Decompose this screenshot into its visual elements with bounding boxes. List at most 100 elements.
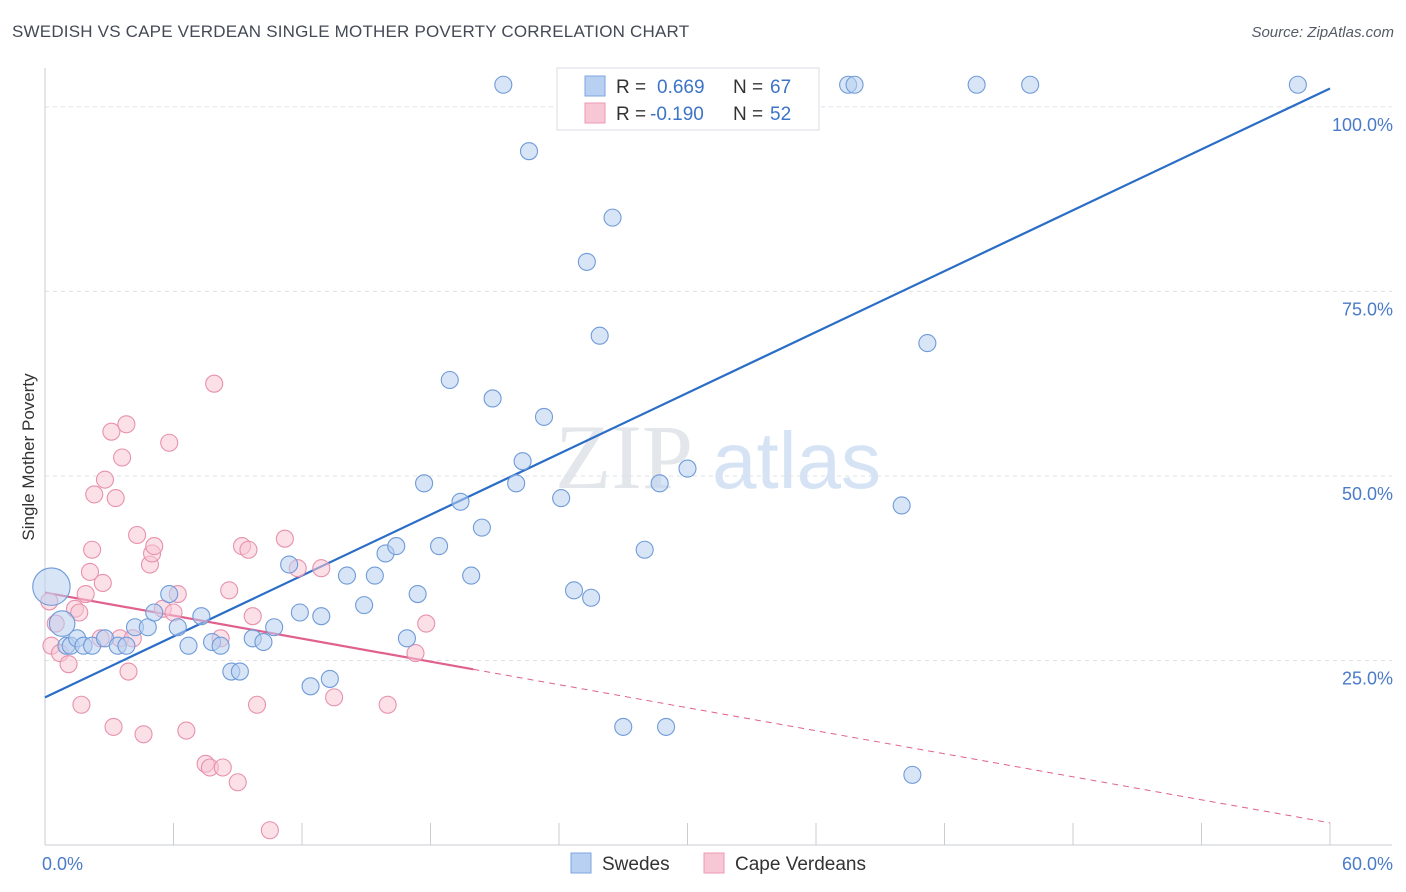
swedes-point [145,603,164,622]
watermark-atlas: atlas [712,416,881,505]
swedes-point [408,584,427,604]
legend-r-label-cape-verdeans: R = [616,104,646,125]
cape-verdeans-point [406,644,425,663]
cape-verdeans-point [177,721,196,740]
legend-r-value-swedes: 0.669 [657,77,705,98]
axis-layer: 25.0% 50.0% 75.0% 100.0% 0.0% 60.0% [42,68,1393,874]
cape-verdeans-point [134,725,153,744]
swedes-point [168,618,187,637]
swedes-point [967,75,986,94]
swedes-point [650,474,669,493]
cape-verdeans-point [117,415,136,434]
swedes-point [312,607,331,626]
legend-top: R = 0.669 N = 67 R = -0.190 N = 52 [556,67,820,131]
cape-verdeans-point [72,695,91,714]
cape-verdeans-point [220,581,239,600]
cape-verdeans-point [239,540,258,559]
y-tick-label: 50.0% [1342,484,1393,504]
legend-r-value-cape-verdeans: -0.190 [650,104,704,125]
bottom-legend-label-cape-verdeans: Cape Verdeans [735,854,866,875]
cape-verdeans-point [275,529,294,548]
cape-verdeans-point [106,489,125,508]
bottom-legend-swatch-swedes [570,852,592,874]
y-axis-label: Single Mother Poverty [19,373,38,541]
swedes-point [918,334,937,353]
grid-layer [45,106,1392,661]
swedes-point [48,610,76,637]
cape-verdeans-point [128,525,147,545]
swedes-point [657,717,676,736]
swedes-point [451,492,470,511]
y-tick-label: 75.0% [1342,299,1393,319]
swedes-point [179,636,198,655]
cape-verdeans-point [205,374,224,393]
cape-verdeans-point [243,607,262,626]
swedes-point [230,662,249,681]
cape-verdeans-point [145,537,164,556]
swedes-point [507,474,526,493]
trend-layer [44,87,1331,824]
swedes-point [280,555,299,574]
cape-verdeans-point [95,470,115,489]
cape-verdeans-point [378,695,397,714]
cape-verdeans-point [417,614,436,633]
swedes-point [472,518,491,537]
swedes-point [320,669,339,688]
cape-verdeans-point [260,821,279,840]
cape-verdeans-point [213,758,232,777]
cape-verdeans-point [113,448,132,467]
cape-verdeans-trend-extension [473,668,1331,824]
legend-bottom: Swedes Cape Verdeans [570,852,866,875]
legend-swatch-swedes [584,75,606,97]
swedes-point [577,252,596,271]
swedes-trend-line [44,87,1331,699]
swedes-point [534,407,554,426]
legend-n-label-swedes: N = [733,77,763,98]
swedes-point [337,566,357,585]
swedes-point [32,567,71,606]
cape-verdeans-point [312,559,331,578]
cape-verdeans-point [76,584,95,604]
y-tick-label: 100.0% [1332,115,1393,135]
swedes-point [519,142,539,161]
swedes-point [397,629,416,648]
watermark-zip: ZIP [555,406,693,508]
swedes-point [192,607,211,626]
swedes-point [117,636,136,655]
cape-verdeans-point [228,773,247,792]
swedes-point [892,496,911,515]
cape-verdeans-point [85,485,104,504]
swedes-point [415,474,434,493]
swedes-point [614,717,633,736]
legend-r-label-swedes: R = [616,77,646,98]
swedes-point [160,584,179,604]
cape-verdeans-point [119,662,138,681]
swedes-point [635,540,654,559]
swedes-point [211,636,230,655]
swedes-point [845,75,864,94]
swedes-point [552,489,571,508]
chart-source: Source: ZipAtlas.com [1251,24,1394,41]
cape-verdeans-point [70,603,89,622]
swedes-point [513,452,532,471]
swedes-point [1021,75,1040,94]
swedes-point [365,566,384,585]
swedes-point [590,326,609,345]
x-tick-label: 0.0% [42,854,83,874]
y-tick-label: 25.0% [1342,668,1393,688]
legend-n-label-cape-verdeans: N = [733,104,763,125]
legend-n-value-swedes: 67 [770,77,791,98]
cape-verdeans-point [160,433,179,452]
cape-verdeans-trend-line [44,591,474,671]
swedes-point [462,566,481,585]
swedes-point [1288,75,1307,94]
legend-swatch-cape-verdeans [584,102,606,124]
x-tick-label: 60.0% [1342,854,1393,874]
chart-title: SWEDISH VS CAPE VERDEAN SINGLE MOTHER PO… [12,22,690,41]
points-layer [32,75,1307,840]
bottom-legend-label-swedes: Swedes [602,854,670,875]
legend-n-value-cape-verdeans: 52 [770,104,791,125]
swedes-point [290,603,309,622]
swedes-point [903,765,922,784]
